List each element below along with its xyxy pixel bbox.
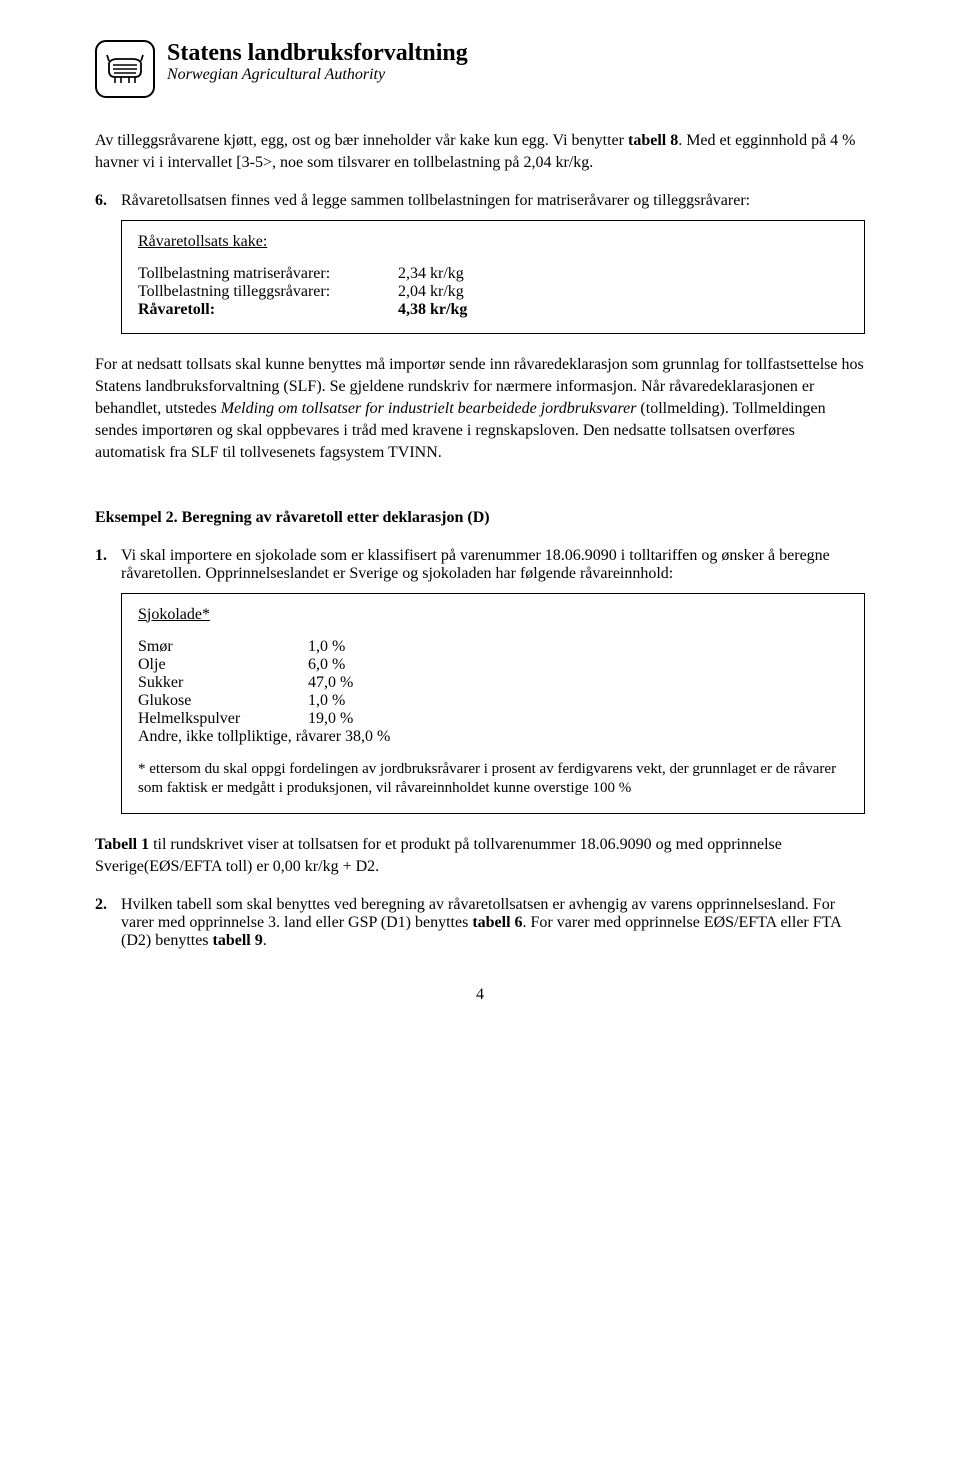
item-number: 6. [95, 192, 121, 210]
bold-ref-tabell6: tabell 6 [472, 914, 522, 931]
item-text: Vi skal importere en sjokolade som er kl… [121, 547, 865, 583]
ing-value: 19,0 % [308, 710, 353, 728]
intro-text-pre: Av tilleggsråvarene kjøtt, egg, ost og b… [95, 132, 628, 149]
ing-label: Olje [138, 656, 308, 674]
section-heading-example2: Eksempel 2. Beregning av råvaretoll ette… [95, 509, 865, 527]
ing-label: Smør [138, 638, 308, 656]
item2-text-post: . [263, 932, 267, 949]
table-row: Glukose 1,0 % [138, 692, 848, 710]
table-row: Helmelkspulver 19,0 % [138, 710, 848, 728]
table-row: Tollbelastning tilleggsråvarer: 2,04 kr/… [138, 283, 848, 301]
intro-bold-ref: tabell 8 [628, 132, 678, 149]
box-footnote: * ettersom du skal oppgi fordelingen av … [138, 760, 848, 799]
example2-item-1: 1. Vi skal importere en sjokolade som er… [95, 547, 865, 583]
table-label: Tollbelastning tilleggsråvarer: [138, 283, 398, 301]
tabell1-para-text: til rundskrivet viser at tollsatsen for … [95, 836, 782, 875]
page-number: 4 [95, 986, 865, 1004]
ing-label: Helmelkspulver [138, 710, 308, 728]
table-row: Sukker 47,0 % [138, 674, 848, 692]
page-header: Statens landbruksforvaltning Norwegian A… [95, 40, 865, 98]
list-item-6: 6. Råvaretollsatsen finnes ved å legge s… [95, 192, 865, 210]
table-label: Råvaretoll: [138, 301, 398, 319]
org-logo-icon [95, 40, 155, 98]
item-number: 1. [95, 547, 121, 583]
table-value: 2,34 kr/kg [398, 265, 848, 283]
item-number: 2. [95, 896, 121, 950]
table-label: Tollbelastning matriseråvarer: [138, 265, 398, 283]
ing-label: Glukose [138, 692, 308, 710]
ing-value: 47,0 % [308, 674, 353, 692]
box-title: Råvaretollsats kake: [138, 233, 848, 251]
item-text: Råvaretollsatsen finnes ved å legge samm… [121, 192, 865, 210]
ing-value: 1,0 % [308, 638, 345, 656]
ingredient-table: Smør 1,0 % Olje 6,0 % Sukker 47,0 % Gluk… [138, 638, 848, 746]
table-row-total: Råvaretoll: 4,38 kr/kg [138, 301, 848, 319]
table-row: Smør 1,0 % [138, 638, 848, 656]
org-title: Statens landbruksforvaltning [167, 40, 468, 66]
ing-value: 6,0 % [308, 656, 345, 674]
table-value: 4,38 kr/kg [398, 301, 848, 319]
tabell1-paragraph: Tabell 1 til rundskrivet viser at tollsa… [95, 834, 865, 878]
box-title: Sjokolade* [138, 606, 848, 624]
ing-extra-line: Andre, ikke tollpliktige, råvarer 38,0 % [138, 728, 848, 746]
table-value: 2,04 kr/kg [398, 283, 848, 301]
intro-paragraph: Av tilleggsråvarene kjøtt, egg, ost og b… [95, 130, 865, 174]
example2-item-2: 2. Hvilken tabell som skal benyttes ved … [95, 896, 865, 950]
box-ravaretollsats-kake: Råvaretollsats kake: Tollbelastning matr… [121, 220, 865, 334]
bold-ref-tabell1: Tabell 1 [95, 836, 149, 853]
ing-value: 1,0 % [308, 692, 345, 710]
table-row: Olje 6,0 % [138, 656, 848, 674]
item-text: Hvilken tabell som skal benyttes ved ber… [121, 896, 865, 950]
org-subtitle: Norwegian Agricultural Authority [167, 66, 468, 84]
toll-table: Tollbelastning matriseråvarer: 2,34 kr/k… [138, 265, 848, 319]
ing-label: Sukker [138, 674, 308, 692]
bold-ref-tabell9: tabell 9 [213, 932, 263, 949]
mainpara-italic: Melding om tollsatser for industrielt be… [221, 400, 637, 417]
table-row: Tollbelastning matriseråvarer: 2,34 kr/k… [138, 265, 848, 283]
box-sjokolade: Sjokolade* Smør 1,0 % Olje 6,0 % Sukker … [121, 593, 865, 814]
explanation-paragraph: For at nedsatt tollsats skal kunne benyt… [95, 354, 865, 464]
